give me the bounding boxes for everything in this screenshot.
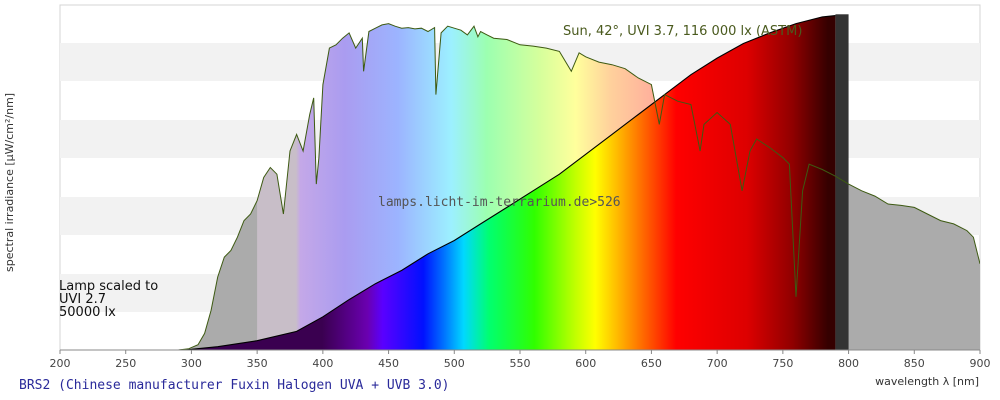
lamp-annotation-line-3: 50000 lx xyxy=(59,305,116,320)
lamp-spectrum-line xyxy=(178,15,836,350)
x-tick-label: 450 xyxy=(378,357,399,370)
lamp-annotation: Lamp scaled to UVI 2.7 50000 lx xyxy=(59,279,158,320)
x-tick-label: 850 xyxy=(904,357,925,370)
x-tick-label: 550 xyxy=(510,357,531,370)
x-tick-label: 500 xyxy=(444,357,465,370)
sun-spectrum-line xyxy=(178,23,980,350)
lamp-annotation-line-2: UVI 2.7 xyxy=(59,292,106,307)
watermark: lamps.licht-im-terrarium.de>526 xyxy=(378,195,621,210)
sun-annotation: Sun, 42°, UVI 3.7, 116 000 lx (ASTM) xyxy=(563,24,802,39)
x-tick-label: 250 xyxy=(115,357,136,370)
x-tick-label: 900 xyxy=(970,357,991,370)
x-axis-label: wavelength λ [nm] xyxy=(875,375,979,388)
x-axis-ticks: 200 250 300 350 400 450 500 550 600 650 700 750 800 8… xyxy=(50,350,991,370)
x-tick-label: 800 xyxy=(838,357,859,370)
lamp-annotation-line-1: Lamp scaled to xyxy=(59,279,158,294)
x-tick-label: 400 xyxy=(312,357,333,370)
chart-caption: BRS2 (Chinese manufacturer Fuxin Halogen… xyxy=(19,378,449,393)
x-tick-label: 700 xyxy=(707,357,728,370)
lamp-spectrum-area xyxy=(178,15,836,350)
near-infrared-block xyxy=(835,14,849,350)
y-axis-label: spectral irradiance [µW/cm²/nm] xyxy=(3,93,16,272)
x-tick-label: 350 xyxy=(247,357,268,370)
x-tick-label: 300 xyxy=(181,357,202,370)
x-tick-label: 600 xyxy=(575,357,596,370)
x-tick-label: 650 xyxy=(641,357,662,370)
x-tick-label: 750 xyxy=(772,357,793,370)
x-tick-label: 200 xyxy=(50,357,71,370)
